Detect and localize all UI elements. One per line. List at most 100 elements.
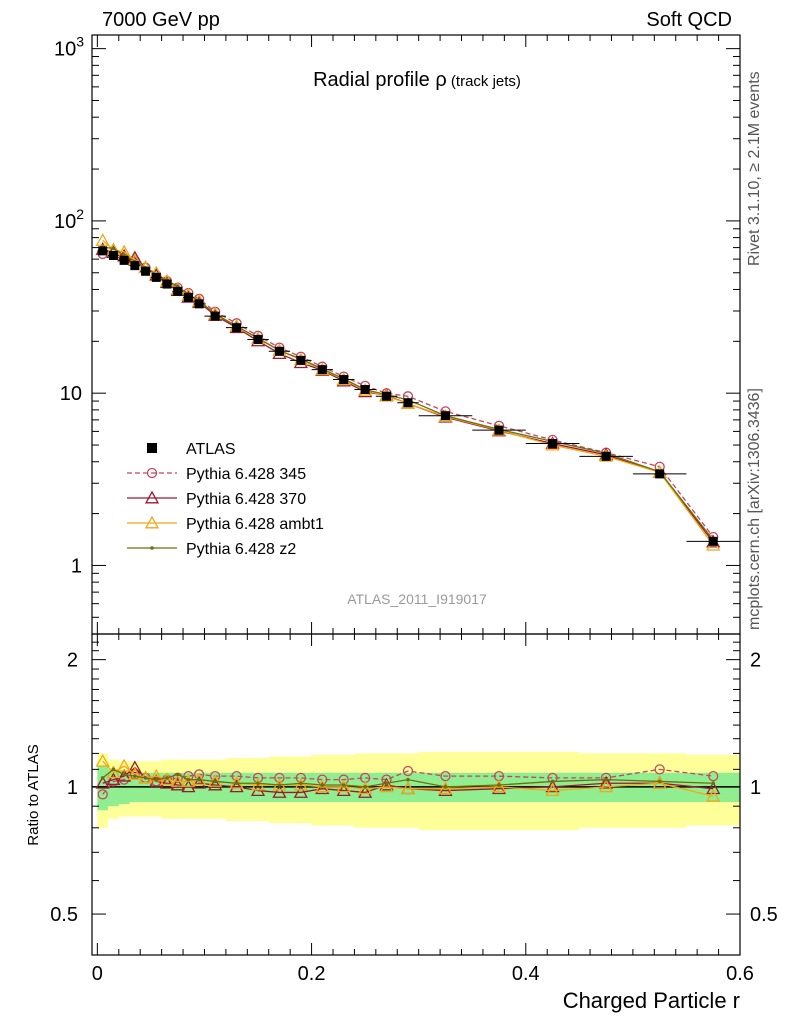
ratio-point-3	[711, 781, 716, 786]
ratio-point-0	[274, 772, 285, 784]
ratio-point-1	[293, 785, 308, 798]
ratio-point-1	[379, 777, 394, 791]
ratio-point-2	[599, 779, 614, 793]
ratio-point-2	[95, 753, 110, 767]
ratio-point-3	[604, 777, 608, 782]
legend-marker-data	[147, 443, 157, 453]
data-point	[232, 323, 242, 333]
ratio-point-0	[440, 771, 451, 782]
data-point	[317, 365, 327, 375]
header-left: 7000 GeV pp	[102, 9, 220, 31]
data-point	[253, 334, 263, 344]
ratio-point-2	[379, 779, 394, 793]
ratio-point-3	[100, 776, 105, 780]
y-tick-label: 102	[54, 206, 84, 233]
x-tick-label: 0.2	[298, 963, 326, 985]
ratio-point-1	[229, 779, 244, 793]
ratio-point-3	[384, 781, 389, 786]
y-tick-label: 1	[71, 555, 82, 577]
ratio-point-2	[127, 767, 142, 780]
ratio-point-3	[277, 783, 282, 787]
ratio-point-3	[154, 777, 159, 782]
ratio-point-1	[491, 781, 507, 795]
ratio-point-1	[192, 775, 207, 789]
legend-label-0: Pythia 6.428 345	[186, 466, 306, 483]
ratio-point-3	[165, 776, 169, 780]
x-tick-label: 0.4	[512, 963, 540, 985]
legend-marker-2	[144, 515, 160, 529]
ratio-point-2	[159, 772, 175, 786]
series-point-3	[111, 246, 116, 251]
ratio-y-tick-label-right: 1	[750, 777, 761, 799]
legend-marker-0	[146, 467, 158, 479]
data-point	[210, 311, 220, 321]
ratio-point-1	[315, 781, 330, 795]
data-point	[548, 439, 558, 449]
ratio-point-0	[708, 771, 719, 782]
ratio-point-2	[170, 774, 185, 787]
ratio-point-2	[358, 781, 373, 795]
ratio-point-3	[443, 785, 448, 789]
ratio-point-3	[213, 779, 217, 784]
ratio-y-tick-label: 0.5	[50, 904, 78, 926]
ratio-point-3	[133, 774, 137, 778]
ratio-point-1	[127, 760, 142, 774]
ratio-point-1	[438, 783, 453, 797]
ratio-point-2	[336, 779, 351, 793]
chart-title: Radial profile ρ (track jets)	[313, 69, 521, 91]
data-point	[274, 346, 284, 356]
ratio-point-2	[250, 777, 266, 791]
x-axis-label: Charged Particle r	[563, 988, 740, 1013]
ratio-point-3	[186, 777, 191, 782]
data-point	[119, 255, 129, 265]
ratio-point-3	[406, 777, 410, 782]
x-tick-label: 0.6	[726, 963, 754, 985]
data-point	[162, 279, 172, 289]
ratio-point-2	[400, 781, 416, 795]
legend-marker-1	[144, 490, 160, 504]
ratio-point-3	[143, 776, 148, 780]
ratio-point-3	[341, 783, 346, 787]
ratio-y-axis-label: Ratio to ATLAS	[25, 744, 42, 845]
data-point	[655, 469, 665, 479]
data-point	[601, 451, 611, 461]
ratio-point-2	[652, 775, 667, 789]
ratio-y-tick-label-right: 2	[750, 650, 761, 672]
ratio-line-3	[102, 768, 714, 788]
ratio-point-3	[657, 779, 662, 784]
data-point	[382, 391, 392, 401]
ratio-point-3	[497, 783, 501, 787]
ratio-point-3	[234, 781, 239, 786]
data-point	[173, 286, 183, 296]
ratio-point-3	[299, 781, 303, 786]
y-tick-label: 10	[60, 383, 82, 405]
ratio-point-2	[181, 774, 196, 787]
data-point	[403, 398, 413, 408]
ratio-point-1	[358, 785, 373, 798]
ratio-point-1	[95, 775, 110, 789]
legend-label-2: Pythia 6.428 ambt1	[186, 516, 324, 533]
data-point	[141, 266, 151, 276]
ratio-point-1	[272, 785, 287, 798]
ratio-point-3	[197, 777, 201, 782]
legend-marker-3	[150, 546, 154, 550]
ratio-point-2	[438, 781, 453, 795]
ratio-plot-frame	[91, 633, 741, 956]
legend-label-1: Pythia 6.428 370	[186, 491, 306, 508]
ratio-point-1	[106, 772, 121, 786]
ratio-y-tick-label: 2	[67, 650, 78, 672]
data-point	[130, 261, 140, 271]
ratio-point-3	[111, 767, 116, 772]
ratio-point-3	[363, 785, 367, 789]
data-point	[183, 292, 193, 302]
ratio-point-3	[175, 772, 180, 777]
ratio-point-2	[117, 758, 132, 772]
ratio-point-1	[170, 777, 185, 791]
ratio-point-3	[550, 779, 555, 784]
data-point	[108, 250, 118, 260]
ratio-point-2	[293, 777, 308, 791]
ratio-point-0	[654, 764, 665, 775]
legend-label-data: ATLAS	[186, 441, 236, 458]
ratio-point-2	[491, 779, 507, 793]
